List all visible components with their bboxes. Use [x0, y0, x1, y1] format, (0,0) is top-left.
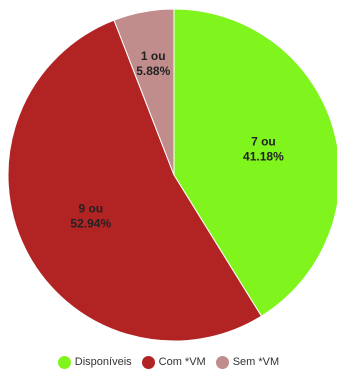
- slice-label-disponiveis: 7 ou 41.18%: [243, 135, 284, 164]
- pie-slice-sem-vm[interactable]: [113, 8, 175, 176]
- slice-label-com-vm: 9 ou 52.94%: [70, 201, 111, 230]
- legend-swatch-com-vm: [141, 355, 155, 369]
- legend-swatch-disponiveis: [57, 355, 71, 369]
- legend-label-sem-vm: Sem *VM: [232, 356, 280, 368]
- legend-item-sem-vm[interactable]: Sem *VM: [215, 355, 280, 369]
- legend-label-disponiveis: Disponíveis: [74, 356, 132, 368]
- legend-item-com-vm[interactable]: Com *VM: [141, 355, 206, 369]
- pie-chart: 7 ou 41.18% 9 ou 52.94% 1 ou 5.88%: [7, 8, 337, 342]
- legend-label-com-vm: Com *VM: [158, 356, 206, 368]
- pie-chart-svg: 7 ou 41.18% 9 ou 52.94% 1 ou 5.88%: [7, 8, 337, 342]
- legend-swatch-sem-vm: [215, 355, 229, 369]
- legend-item-disponiveis[interactable]: Disponíveis: [57, 355, 132, 369]
- chart-legend: Disponíveis Com *VM Sem *VM: [0, 352, 337, 372]
- slice-label-sem-vm: 1 ou 5.88%: [136, 49, 170, 78]
- pie-slice-com-vm[interactable]: [7, 19, 263, 342]
- pie-slice-disponiveis[interactable]: [173, 8, 337, 317]
